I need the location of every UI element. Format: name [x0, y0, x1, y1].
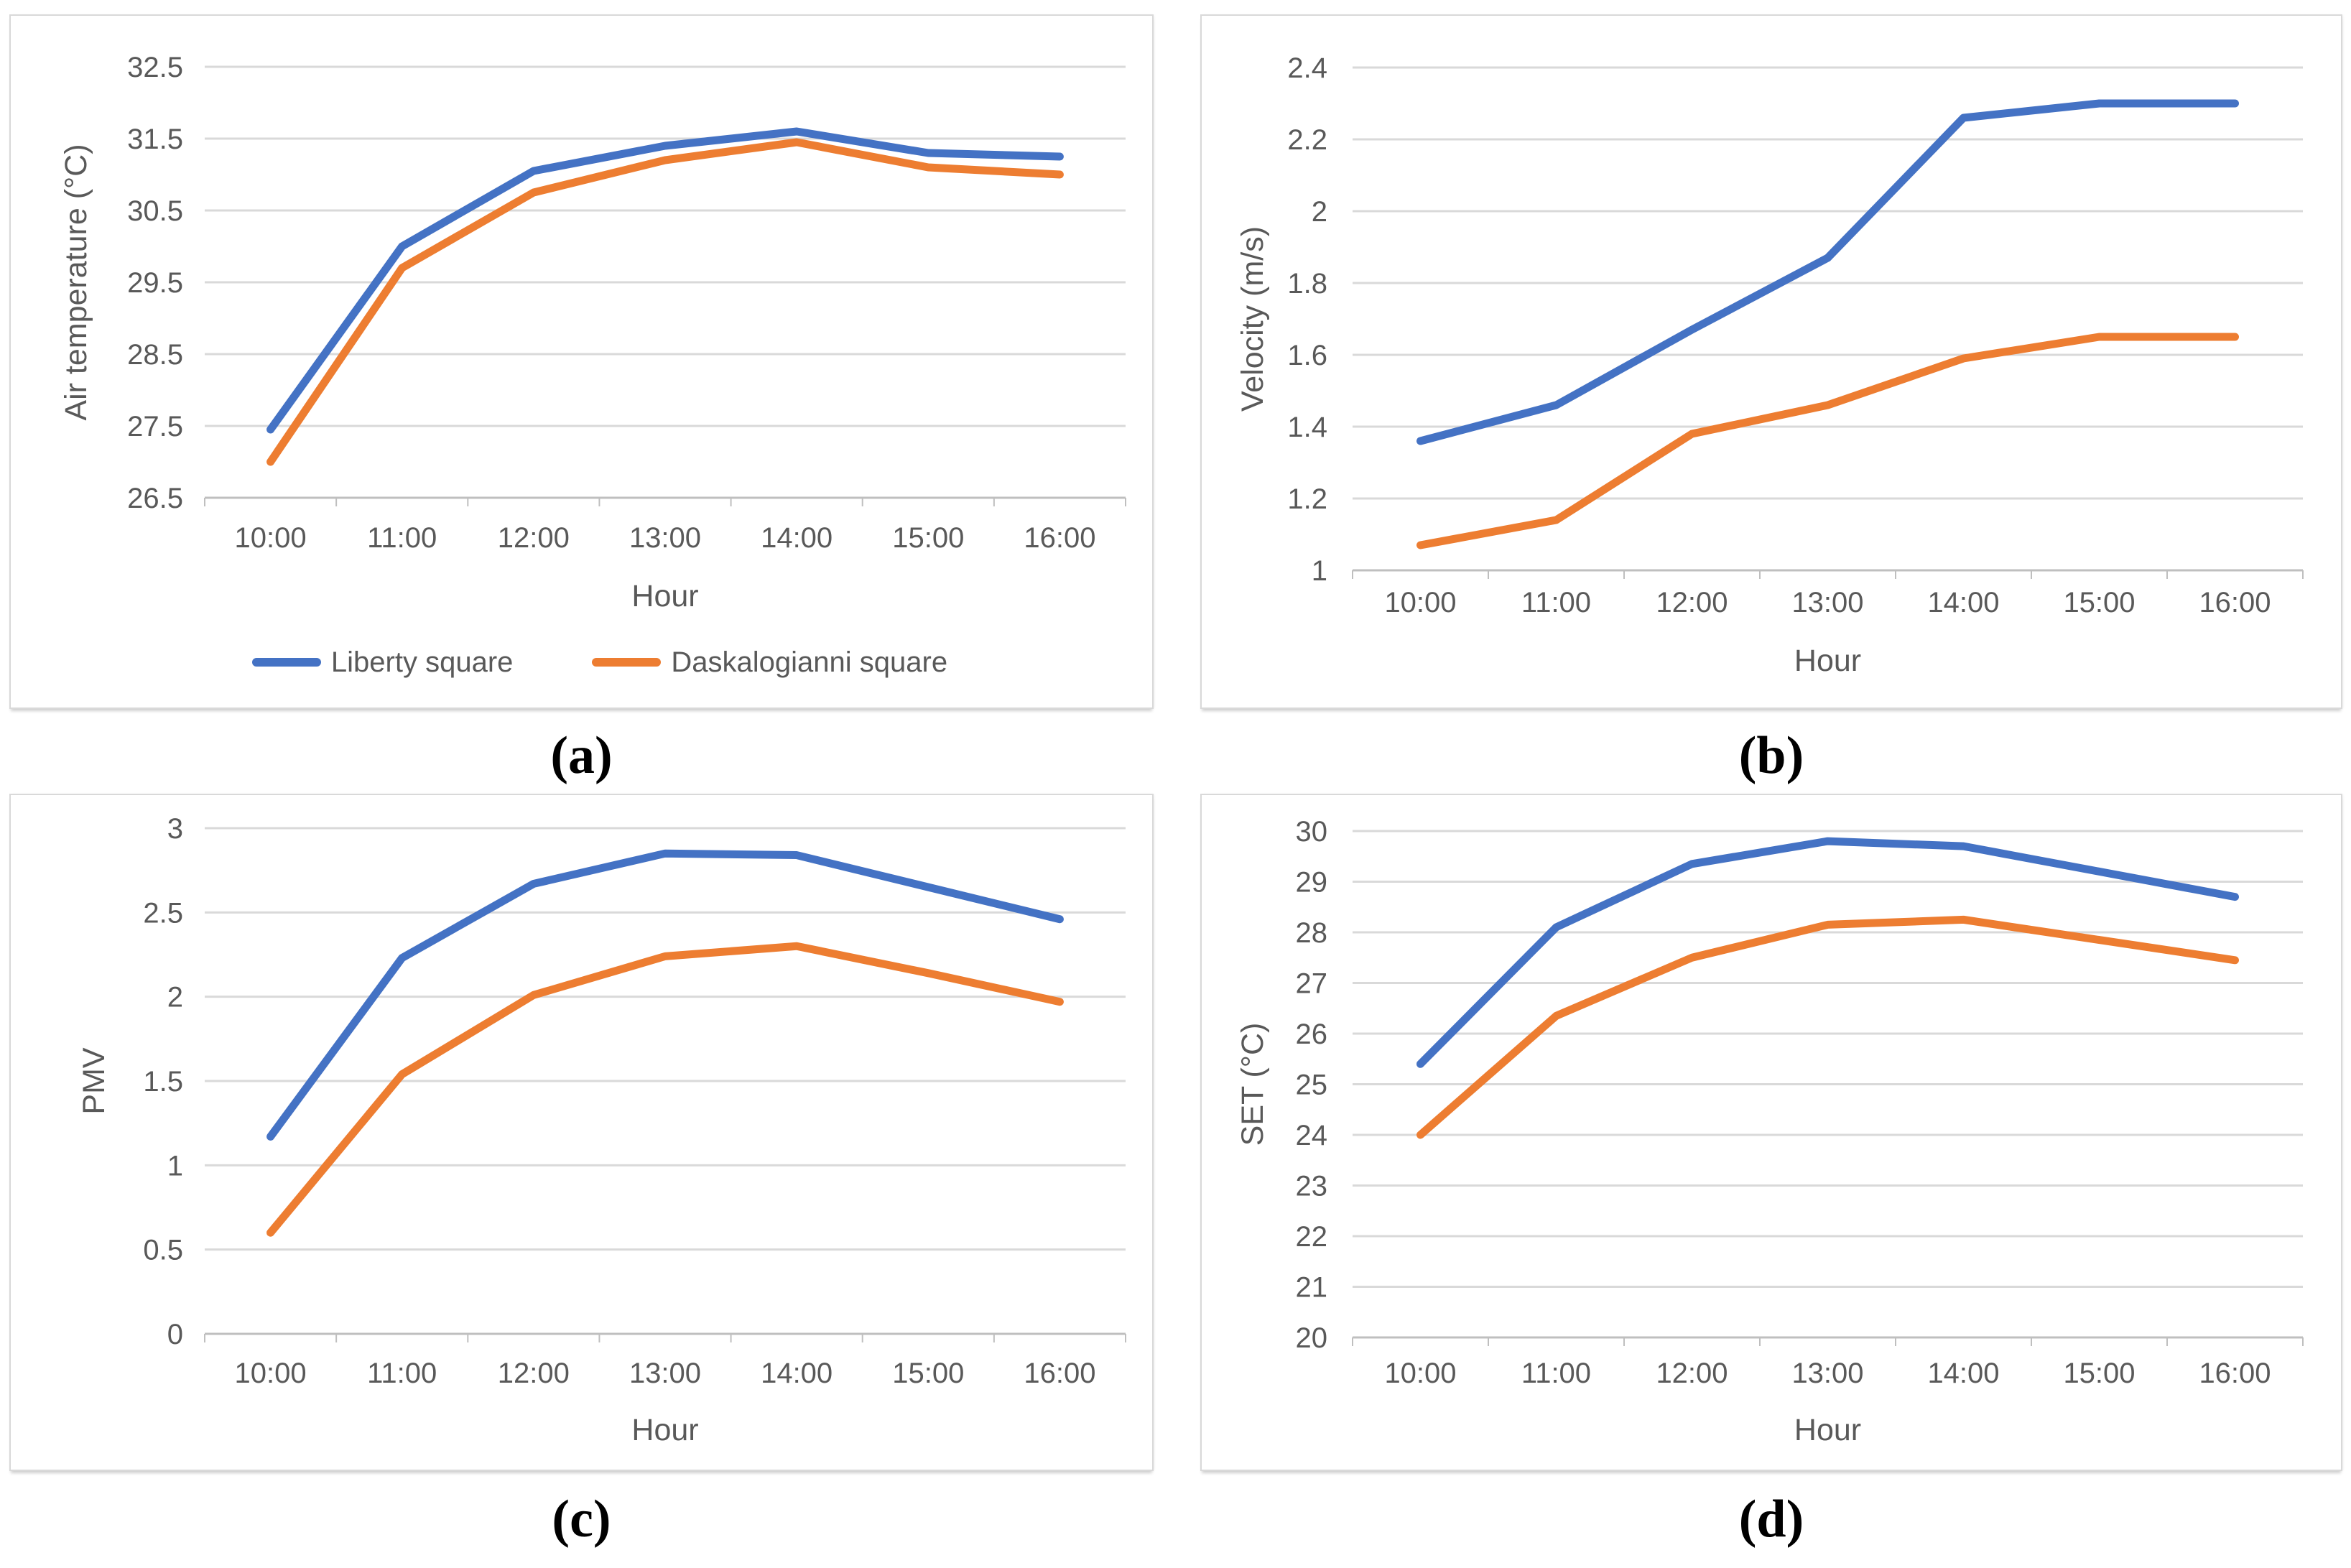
x-axis-tick-label: 16:00	[1024, 522, 1095, 554]
chart-panel-air-temperature: 32.5 31.5 30.5 29.5 28.5 27.5 26.5 10:00 11:00 12…	[9, 14, 1154, 709]
x-axis-tick-label: 11:00	[367, 1358, 437, 1389]
y-axis-tick-label: 31.5	[127, 124, 183, 155]
set-line-chart: 30 29 28 27 26 25 24 23 22 21 20 10:00 11:00 12:00 13:…	[1235, 816, 2304, 1447]
y-axis-tick-label: 2.2	[1287, 124, 1327, 156]
y-axis-tick-label: 27.5	[127, 411, 183, 442]
x-axis-tick-label: 14:00	[1927, 1358, 1999, 1389]
y-axis-tick-label: 1.5	[143, 1066, 183, 1098]
x-axis-tick-label: 13:00	[629, 522, 701, 554]
x-axis-tick-label: 12:00	[1656, 587, 1728, 618]
x-axis-tick-label: 16:00	[1024, 1358, 1095, 1389]
chart-panel-pmv: 3 2.5 2 1.5 1 0.5 0 10:00 11:00 12:00 13:00 14:00 15…	[9, 794, 1154, 1471]
caption-a: (a)	[550, 725, 613, 785]
series-line-daskalogianni-square	[266, 138, 1064, 466]
x-axis-tick-label: 14:00	[761, 1358, 833, 1389]
y-axis-tick-label: 28.5	[127, 339, 183, 371]
y-axis-title: Air temperature (°C)	[59, 144, 93, 420]
x-axis-title: Hour	[631, 579, 698, 613]
y-axis-tick-label: 29.5	[127, 267, 183, 299]
x-axis-tick-label: 13:00	[629, 1358, 701, 1389]
chart-legend: Liberty square Daskalogianni square	[104, 642, 1095, 682]
series-line-daskalogianni-square	[1416, 333, 2239, 549]
y-axis-tick-label: 23	[1296, 1171, 1328, 1202]
x-axis-tick-label: 16:00	[2199, 1358, 2271, 1389]
x-axis-tick-label: 15:00	[892, 1358, 964, 1389]
y-axis-tick-label: 22	[1296, 1221, 1328, 1253]
y-axis-tick-label: 2.5	[143, 897, 183, 929]
x-axis-tick-label: 13:00	[1791, 1358, 1863, 1389]
y-axis-tick-label: 25	[1296, 1070, 1328, 1101]
y-axis-tick-label: 32.5	[127, 52, 183, 83]
x-axis-tick-label: 10:00	[1384, 587, 1456, 618]
y-axis-tick-label: 30.5	[127, 195, 183, 227]
y-axis-tick-label: 28	[1296, 917, 1328, 949]
y-axis-tick-label: 27	[1296, 968, 1328, 1000]
x-axis-tick-label: 13:00	[1791, 587, 1863, 618]
x-axis-tick-label: 12:00	[498, 1358, 570, 1389]
caption-c: (c)	[552, 1489, 611, 1549]
y-axis-tick-label: 2	[1312, 196, 1327, 228]
series-line-liberty-square	[1416, 99, 2239, 445]
y-axis-tick-label: 24	[1296, 1120, 1328, 1151]
x-axis-tick-label: 10:00	[235, 522, 307, 554]
x-axis-tick-label: 10:00	[235, 1358, 307, 1389]
y-axis-tick-label: 3	[167, 813, 183, 845]
y-axis-tick-label: 1.2	[1287, 483, 1327, 515]
y-axis-title: SET (°C)	[1235, 1023, 1270, 1146]
legend-entry-liberty-square: Liberty square	[251, 646, 514, 679]
y-axis-tick-label: 26	[1296, 1019, 1328, 1050]
y-axis-tick-label: 0.5	[143, 1235, 183, 1266]
y-axis-tick-label: 1.6	[1287, 340, 1327, 371]
y-axis-tick-label: 1.4	[1287, 412, 1327, 443]
liberty-square-line-swatch	[251, 658, 321, 667]
pmv-line-chart: 3 2.5 2 1.5 1 0.5 0 10:00 11:00 12:00 13:00 14:00 15…	[77, 813, 1126, 1447]
x-axis-tick-label: 11:00	[1521, 587, 1591, 618]
y-axis-tick-label: 20	[1296, 1322, 1328, 1354]
series-line-liberty-square	[266, 127, 1064, 434]
caption-d: (d)	[1738, 1489, 1804, 1549]
air-temperature-line-chart: 32.5 31.5 30.5 29.5 28.5 27.5 26.5 10:00 11:00 12…	[59, 52, 1126, 613]
y-axis-tick-label: 1	[167, 1150, 183, 1182]
y-axis-tick-label: 1	[1312, 555, 1327, 587]
daskalogianni-square-line-swatch	[592, 658, 662, 667]
x-axis-tick-label: 11:00	[367, 522, 437, 554]
x-axis-title: Hour	[1794, 1413, 1861, 1447]
caption-b: (b)	[1738, 725, 1804, 785]
x-axis-title: Hour	[1794, 644, 1861, 678]
y-axis-title: Velocity (m/s)	[1235, 226, 1270, 412]
y-axis-tick-label: 2.4	[1287, 52, 1327, 84]
y-axis-tick-label: 0	[167, 1319, 183, 1350]
x-axis-tick-label: 12:00	[498, 522, 570, 554]
x-axis-tick-label: 15:00	[892, 522, 964, 554]
y-axis-tick-label: 30	[1296, 816, 1328, 848]
y-axis-tick-label: 26.5	[127, 483, 183, 514]
series-line-daskalogianni-square	[1416, 915, 2239, 1139]
y-axis-tick-label: 2	[167, 982, 183, 1013]
chart-panel-velocity: 2.4 2.2 2 1.8 1.6 1.4 1.2 1 10:00 11:00 12:00 13:00…	[1200, 14, 2342, 709]
x-axis-tick-label: 11:00	[1521, 1358, 1591, 1389]
x-axis-tick-label: 12:00	[1656, 1358, 1728, 1389]
y-axis-tick-label: 1.8	[1287, 268, 1327, 300]
x-axis-title: Hour	[631, 1413, 698, 1447]
x-axis-tick-label: 15:00	[2063, 1358, 2135, 1389]
velocity-line-chart: 2.4 2.2 2 1.8 1.6 1.4 1.2 1 10:00 11:00 12:00 13:00…	[1235, 52, 2304, 678]
series-line-liberty-square	[266, 849, 1064, 1141]
series-line-liberty-square	[1416, 837, 2239, 1068]
chart-panel-set: 30 29 28 27 26 25 24 23 22 21 20 10:00 11:00 12:00 13:…	[1200, 794, 2342, 1471]
x-axis-tick-label: 16:00	[2199, 587, 2271, 618]
x-axis-tick-label: 15:00	[2063, 587, 2135, 618]
x-axis-tick-label: 10:00	[1384, 1358, 1456, 1389]
legend-label: Liberty square	[330, 646, 514, 678]
legend-entry-daskalogianni-square: Daskalogianni square	[592, 646, 947, 679]
y-axis-tick-label: 29	[1296, 867, 1328, 899]
legend-label: Daskalogianni square	[671, 646, 948, 678]
x-axis-tick-label: 14:00	[1927, 587, 1999, 618]
y-axis-title: PMV	[77, 1047, 111, 1115]
series-line-daskalogianni-square	[266, 942, 1064, 1237]
y-axis-tick-label: 21	[1296, 1272, 1328, 1304]
x-axis-tick-label: 14:00	[761, 522, 833, 554]
